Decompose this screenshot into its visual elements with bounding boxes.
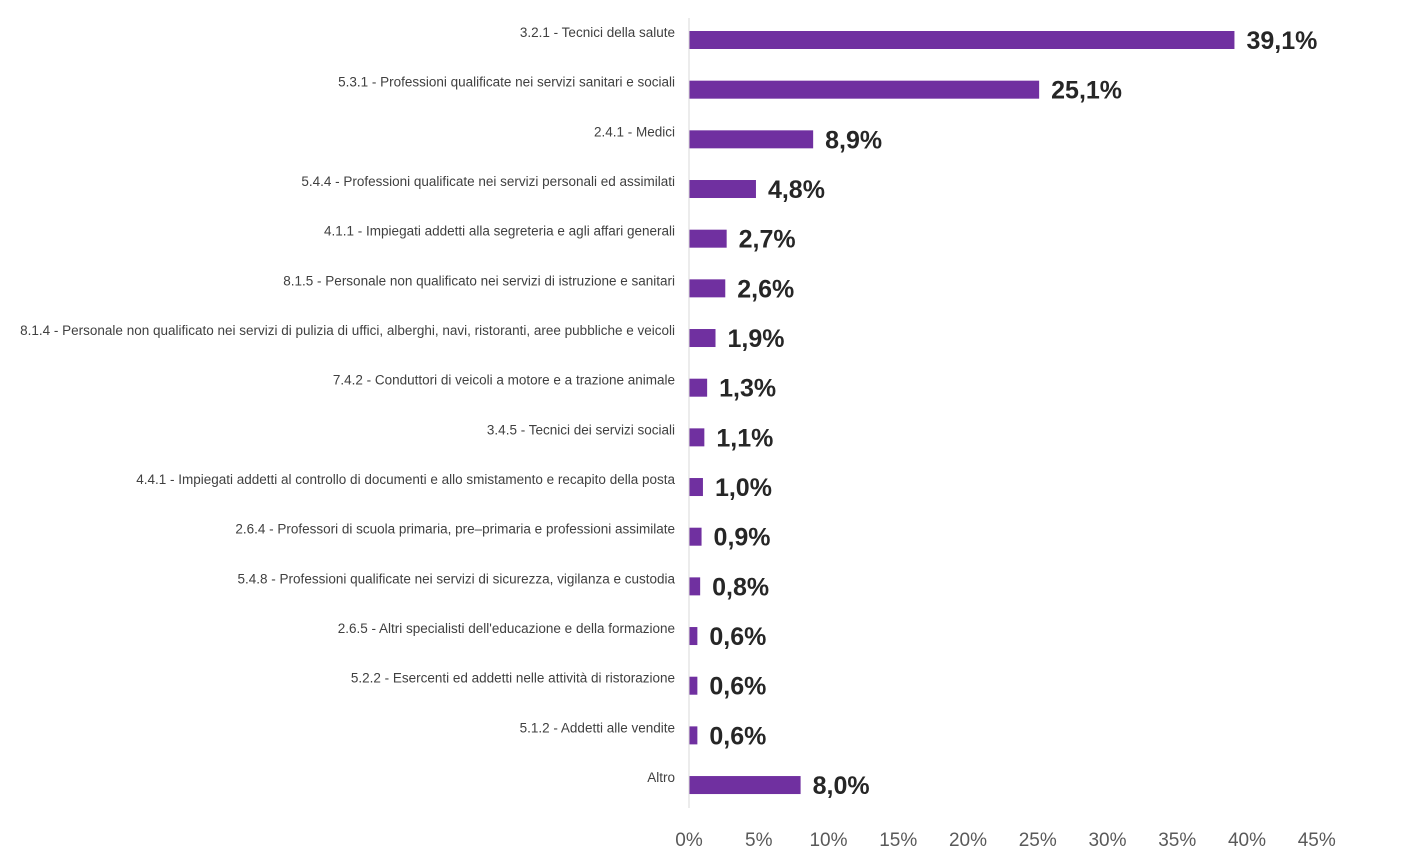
data-label: 1,3% <box>719 375 776 403</box>
data-label: 25,1% <box>1051 77 1122 105</box>
x-tick-label: 15% <box>879 830 917 851</box>
x-tick-label: 25% <box>1019 830 1057 851</box>
category-label: 5.1.2 - Addetti alle vendite <box>520 720 675 735</box>
data-label: 1,0% <box>715 474 772 502</box>
bars <box>689 31 1235 795</box>
category-label: 4.1.1 - Impiegati addetti alla segreteri… <box>324 224 675 239</box>
bar <box>689 478 703 497</box>
category-label: 5.4.8 - Professioni qualificate nei serv… <box>238 571 676 586</box>
bar <box>689 577 701 596</box>
bar <box>689 279 726 298</box>
category-label: 5.3.1 - Professioni qualificate nei serv… <box>338 75 675 90</box>
x-tick-label: 0% <box>675 830 703 851</box>
data-label: 1,1% <box>716 424 773 452</box>
bar <box>689 776 801 795</box>
bar <box>689 627 698 646</box>
data-label: 8,9% <box>825 126 882 154</box>
x-tick-label: 45% <box>1298 830 1336 851</box>
category-label: 2.6.5 - Altri specialisti dell'educazion… <box>338 621 675 636</box>
category-label: 3.4.5 - Tecnici dei servizi sociali <box>487 422 675 437</box>
x-tick-label: 10% <box>809 830 847 851</box>
data-label: 2,6% <box>737 275 794 303</box>
bar <box>689 378 708 397</box>
category-label: 8.1.5 - Personale non qualificato nei se… <box>283 273 675 288</box>
data-label: 0,8% <box>712 573 769 601</box>
bar <box>689 130 814 149</box>
bar <box>689 31 1235 49</box>
bar <box>689 229 727 248</box>
category-label: Altro <box>647 770 675 785</box>
value-labels: 39,1% 25,1% 8,9%4,8% 2,7% 2,6% 1,9% 1,3% 1,1% 1,… <box>709 27 1317 800</box>
x-tick-label: 40% <box>1228 830 1266 851</box>
bar <box>689 80 1040 99</box>
bar <box>689 726 698 745</box>
data-label: 0,9% <box>714 524 771 552</box>
category-labels: 3.2.1 - Tecnici della salute 5.3.1 - Prof… <box>20 25 675 785</box>
category-label: 2.6.4 - Professori di scuola primaria, p… <box>235 522 675 537</box>
data-label: 39,1% <box>1246 27 1317 55</box>
data-label: 4,8% <box>768 176 825 204</box>
category-label: 3.2.1 - Tecnici della salute <box>520 25 675 40</box>
data-label: 0,6% <box>709 623 766 651</box>
data-label: 0,6% <box>709 673 766 701</box>
data-label: 8,0% <box>813 772 870 800</box>
category-label: 7.4.2 - Conduttori di veicoli a motore e… <box>333 373 675 388</box>
x-tick-label: 35% <box>1158 830 1196 851</box>
category-label: 2.4.1 - Medici <box>594 124 675 139</box>
data-label: 1,9% <box>728 325 785 353</box>
data-label: 0,6% <box>709 722 766 750</box>
x-tick-label: 5% <box>745 830 773 851</box>
category-label: 8.1.4 - Personale non qualificato nei se… <box>20 323 675 338</box>
x-tick-label: 30% <box>1088 830 1126 851</box>
category-label: 5.4.4 - Professioni qualificate nei serv… <box>301 174 675 189</box>
category-label: 4.4.1 - Impiegati addetti al controllo d… <box>136 472 675 487</box>
x-tick-label: 20% <box>949 830 987 851</box>
bar <box>689 676 698 695</box>
bar <box>689 428 705 447</box>
bar <box>689 527 702 546</box>
x-axis-tick-labels: 0% 5% 10% 15% 20% 25% 30% 35% 40% 45% <box>675 830 1336 851</box>
data-label: 2,7% <box>739 226 796 254</box>
bar <box>689 180 756 199</box>
bar <box>689 329 716 348</box>
category-label: 5.2.2 - Esercenti ed addetti nelle attiv… <box>351 671 675 686</box>
